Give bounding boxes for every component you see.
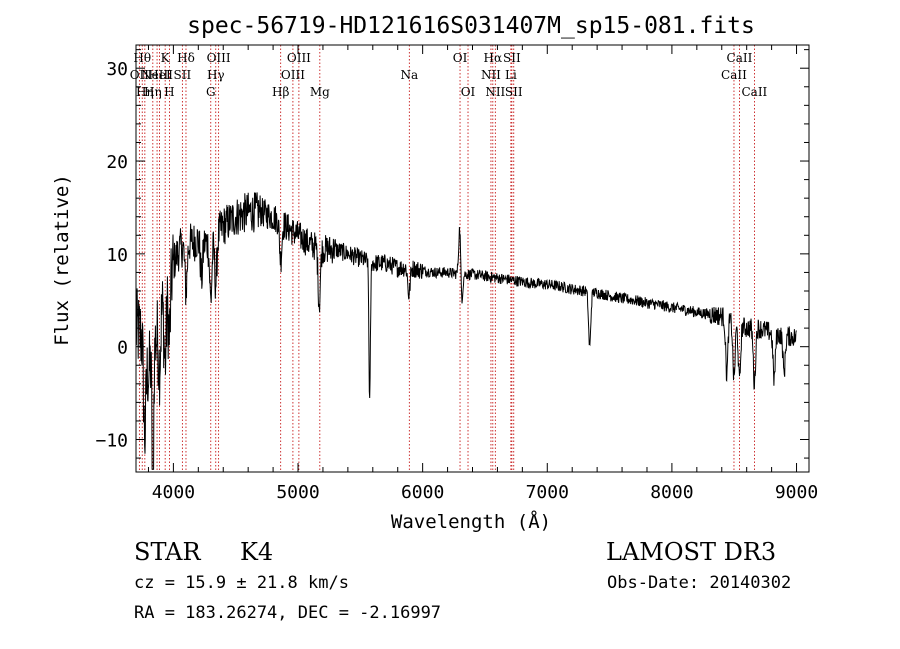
line-marker-label: H <box>164 85 174 99</box>
redshift-text: cz = 15.9 ± 21.8 km/s <box>134 573 349 593</box>
line-marker-label: NII <box>485 85 505 99</box>
line-marker-label: Li <box>505 68 517 82</box>
line-marker-label: OIII <box>287 51 311 65</box>
line-marker-label: Hη <box>136 85 154 99</box>
spectrum-series <box>135 192 797 470</box>
line-marker-label: SII <box>503 51 521 65</box>
x-tick-labels: 4000 5000 6000 7000 8000 9000 <box>152 482 819 503</box>
line-marker-label: Mg <box>310 85 330 99</box>
line-marker-label: CaII <box>721 68 747 82</box>
coordinates: RA = 183.26274, DEC = -2.16997 <box>134 603 442 623</box>
line-marker-label: CaII <box>727 51 753 65</box>
line-marker-label: K <box>161 51 171 65</box>
line-marker-label: Hα <box>484 51 503 65</box>
line-marker-label: CaII <box>741 85 767 99</box>
y-axis-label: Flux (relative) <box>51 174 73 346</box>
y-tick-label: 0 <box>117 338 128 359</box>
chart-title: spec-56719-HD121616S031407M_sp15-081.fit… <box>187 13 755 39</box>
line-markers <box>138 45 755 472</box>
y-tick-label: −10 <box>95 431 128 452</box>
object-class: STAR <box>134 538 201 566</box>
x-tick-label: 7000 <box>526 482 569 503</box>
line-marker-label: Na <box>400 68 418 82</box>
line-marker-label: NeIII <box>141 68 173 82</box>
line-marker-label: SII <box>505 85 523 99</box>
x-tick-label: 8000 <box>650 482 693 503</box>
y-tick-label: 10 <box>106 245 128 266</box>
line-marker-label: OIII <box>281 68 305 82</box>
y-tick-labels: −10 0 10 20 30 <box>95 59 128 451</box>
x-axis-label: Wavelength (Å) <box>391 510 551 533</box>
line-marker-label: OIII <box>207 51 231 65</box>
line-marker-label: SII <box>174 68 192 82</box>
axis-ticks <box>136 45 809 472</box>
y-tick-label: 30 <box>106 59 128 80</box>
line-marker-label: Hγ <box>207 68 225 82</box>
spectrum-line <box>135 192 797 470</box>
line-marker-label: Hδ <box>177 51 195 65</box>
x-tick-label: 6000 <box>401 482 444 503</box>
survey-name: LAMOST DR3 <box>606 538 777 566</box>
line-marker-label: Hβ <box>272 85 289 99</box>
line-marker-label: NII <box>481 68 501 82</box>
line-marker-labels: OIIHθHηHηNeIIIHeIKHSIIHδGHγOIIIHβOIIIOII… <box>130 51 768 99</box>
line-marker-label: OI <box>453 51 468 65</box>
line-marker-label: OI <box>461 85 476 99</box>
subclass: K4 <box>240 538 274 566</box>
line-marker-label: G <box>206 85 216 99</box>
plot-frame <box>135 44 810 473</box>
obs-date: Obs-Date: 20140302 <box>607 573 792 593</box>
line-marker-label: OII <box>130 68 150 82</box>
y-tick-label: 20 <box>106 152 128 173</box>
line-marker-label: Hη <box>144 85 162 99</box>
line-marker-label: Hθ <box>133 51 151 65</box>
x-tick-label: 9000 <box>775 482 818 503</box>
x-tick-label: 5000 <box>276 482 319 503</box>
line-marker-label: HeI <box>148 68 171 82</box>
x-tick-label: 4000 <box>152 482 195 503</box>
